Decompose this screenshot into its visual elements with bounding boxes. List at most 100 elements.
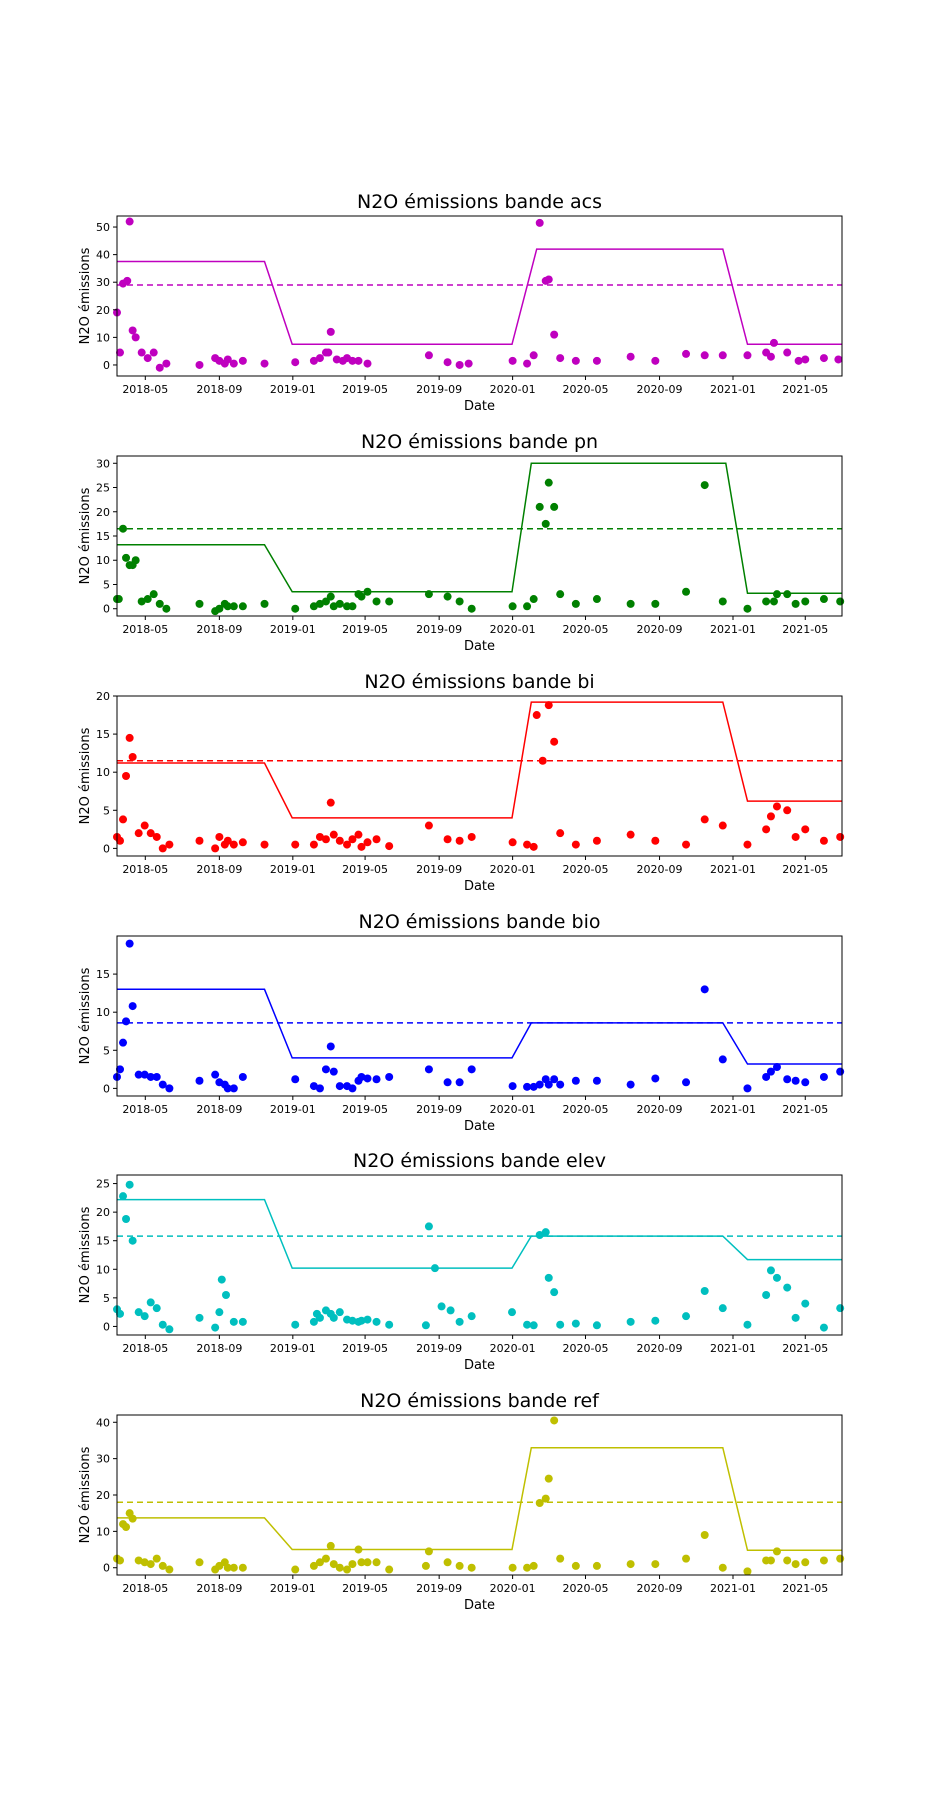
data-point — [772, 1063, 781, 1072]
data-point — [335, 1308, 344, 1317]
data-point — [343, 840, 352, 849]
x-tick-label: 2021-05 — [782, 623, 828, 636]
data-point — [556, 829, 565, 838]
data-point — [131, 556, 140, 565]
data-point — [165, 1565, 174, 1574]
data-point — [523, 1082, 532, 1091]
data-point — [467, 1563, 476, 1572]
data-point — [700, 815, 709, 824]
data-point — [523, 359, 532, 368]
data-point — [128, 1002, 137, 1011]
data-point — [651, 1316, 660, 1325]
data-point — [315, 1558, 324, 1567]
y-tick-label: 20 — [96, 304, 110, 317]
data-point — [682, 587, 691, 596]
data-point — [146, 1298, 155, 1307]
data-point — [354, 356, 363, 365]
x-tick-label: 2020-05 — [562, 1342, 608, 1355]
chart-title: N2O émissions bande ref — [360, 1390, 600, 1412]
data-point — [309, 1561, 318, 1570]
x-axis-label: Date — [464, 399, 495, 414]
data-point — [335, 1563, 344, 1572]
data-point — [571, 1561, 580, 1570]
data-point — [772, 802, 781, 811]
data-point — [772, 1547, 781, 1556]
data-point — [152, 832, 161, 841]
x-tick-label: 2019-01 — [270, 383, 316, 396]
data-point — [363, 1558, 372, 1567]
data-point — [550, 1075, 559, 1084]
data-point — [329, 602, 338, 611]
x-axis-label: Date — [464, 1119, 495, 1134]
data-point — [819, 836, 828, 845]
x-tick-label: 2019-09 — [416, 383, 462, 396]
data-point — [743, 351, 752, 360]
data-point — [348, 1084, 357, 1093]
data-point — [508, 1563, 517, 1572]
x-tick-label: 2021-05 — [782, 383, 828, 396]
data-point — [162, 604, 171, 613]
data-point — [158, 844, 167, 853]
data-point — [335, 1082, 344, 1091]
y-tick-label: 15 — [96, 1235, 110, 1248]
data-point — [152, 1554, 161, 1563]
x-tick-label: 2018-09 — [196, 383, 242, 396]
data-point — [372, 1075, 381, 1084]
data-point — [421, 1321, 430, 1330]
data-point — [211, 844, 220, 853]
data-point — [125, 733, 134, 742]
x-tick-label: 2021-01 — [710, 1103, 756, 1116]
data-point — [291, 840, 300, 849]
data-point — [718, 1563, 727, 1572]
data-point — [651, 836, 660, 845]
x-tick-label: 2021-01 — [710, 623, 756, 636]
data-point — [229, 840, 238, 849]
data-point — [122, 553, 131, 562]
data-point — [329, 1313, 338, 1322]
data-point — [443, 835, 452, 844]
data-point — [238, 1072, 247, 1081]
y-tick-label: 0 — [103, 1320, 110, 1333]
data-point — [743, 604, 752, 613]
data-point — [772, 1273, 781, 1282]
data-point — [682, 349, 691, 358]
data-point — [651, 356, 660, 365]
data-point — [122, 1523, 131, 1531]
data-point — [238, 356, 247, 365]
data-point — [769, 338, 778, 347]
data-point — [140, 1558, 149, 1567]
data-point — [455, 1317, 464, 1326]
model-line — [117, 462, 842, 594]
chart-panel: N2O émissions bande bi 0 5 10 15 20 2018-05 201… — [78, 671, 845, 894]
data-point — [801, 1078, 810, 1087]
y-tick-label: 10 — [96, 1525, 110, 1538]
data-point — [125, 939, 134, 948]
data-point — [122, 1017, 131, 1026]
data-point — [424, 1547, 433, 1556]
y-tick-label: 5 — [103, 578, 110, 591]
data-point — [508, 838, 517, 847]
data-point — [592, 595, 601, 604]
x-tick-label: 2019-01 — [270, 1103, 316, 1116]
data-point — [541, 519, 550, 528]
data-point — [385, 1072, 394, 1081]
plot-frame — [116, 1174, 843, 1336]
data-point — [783, 1075, 792, 1084]
data-point — [424, 351, 433, 360]
data-point — [146, 829, 155, 838]
data-point — [238, 602, 247, 611]
data-point — [791, 1560, 800, 1569]
data-point — [571, 599, 580, 608]
data-point — [743, 840, 752, 849]
data-point — [783, 590, 792, 599]
y-tick-label: 0 — [103, 1562, 110, 1575]
data-point — [626, 352, 635, 361]
data-point — [529, 595, 538, 604]
data-point — [315, 354, 324, 363]
data-point — [385, 597, 394, 606]
y-tick-label: 20 — [96, 506, 110, 519]
data-point — [529, 351, 538, 360]
data-point — [592, 1321, 601, 1330]
data-point — [783, 1556, 792, 1565]
